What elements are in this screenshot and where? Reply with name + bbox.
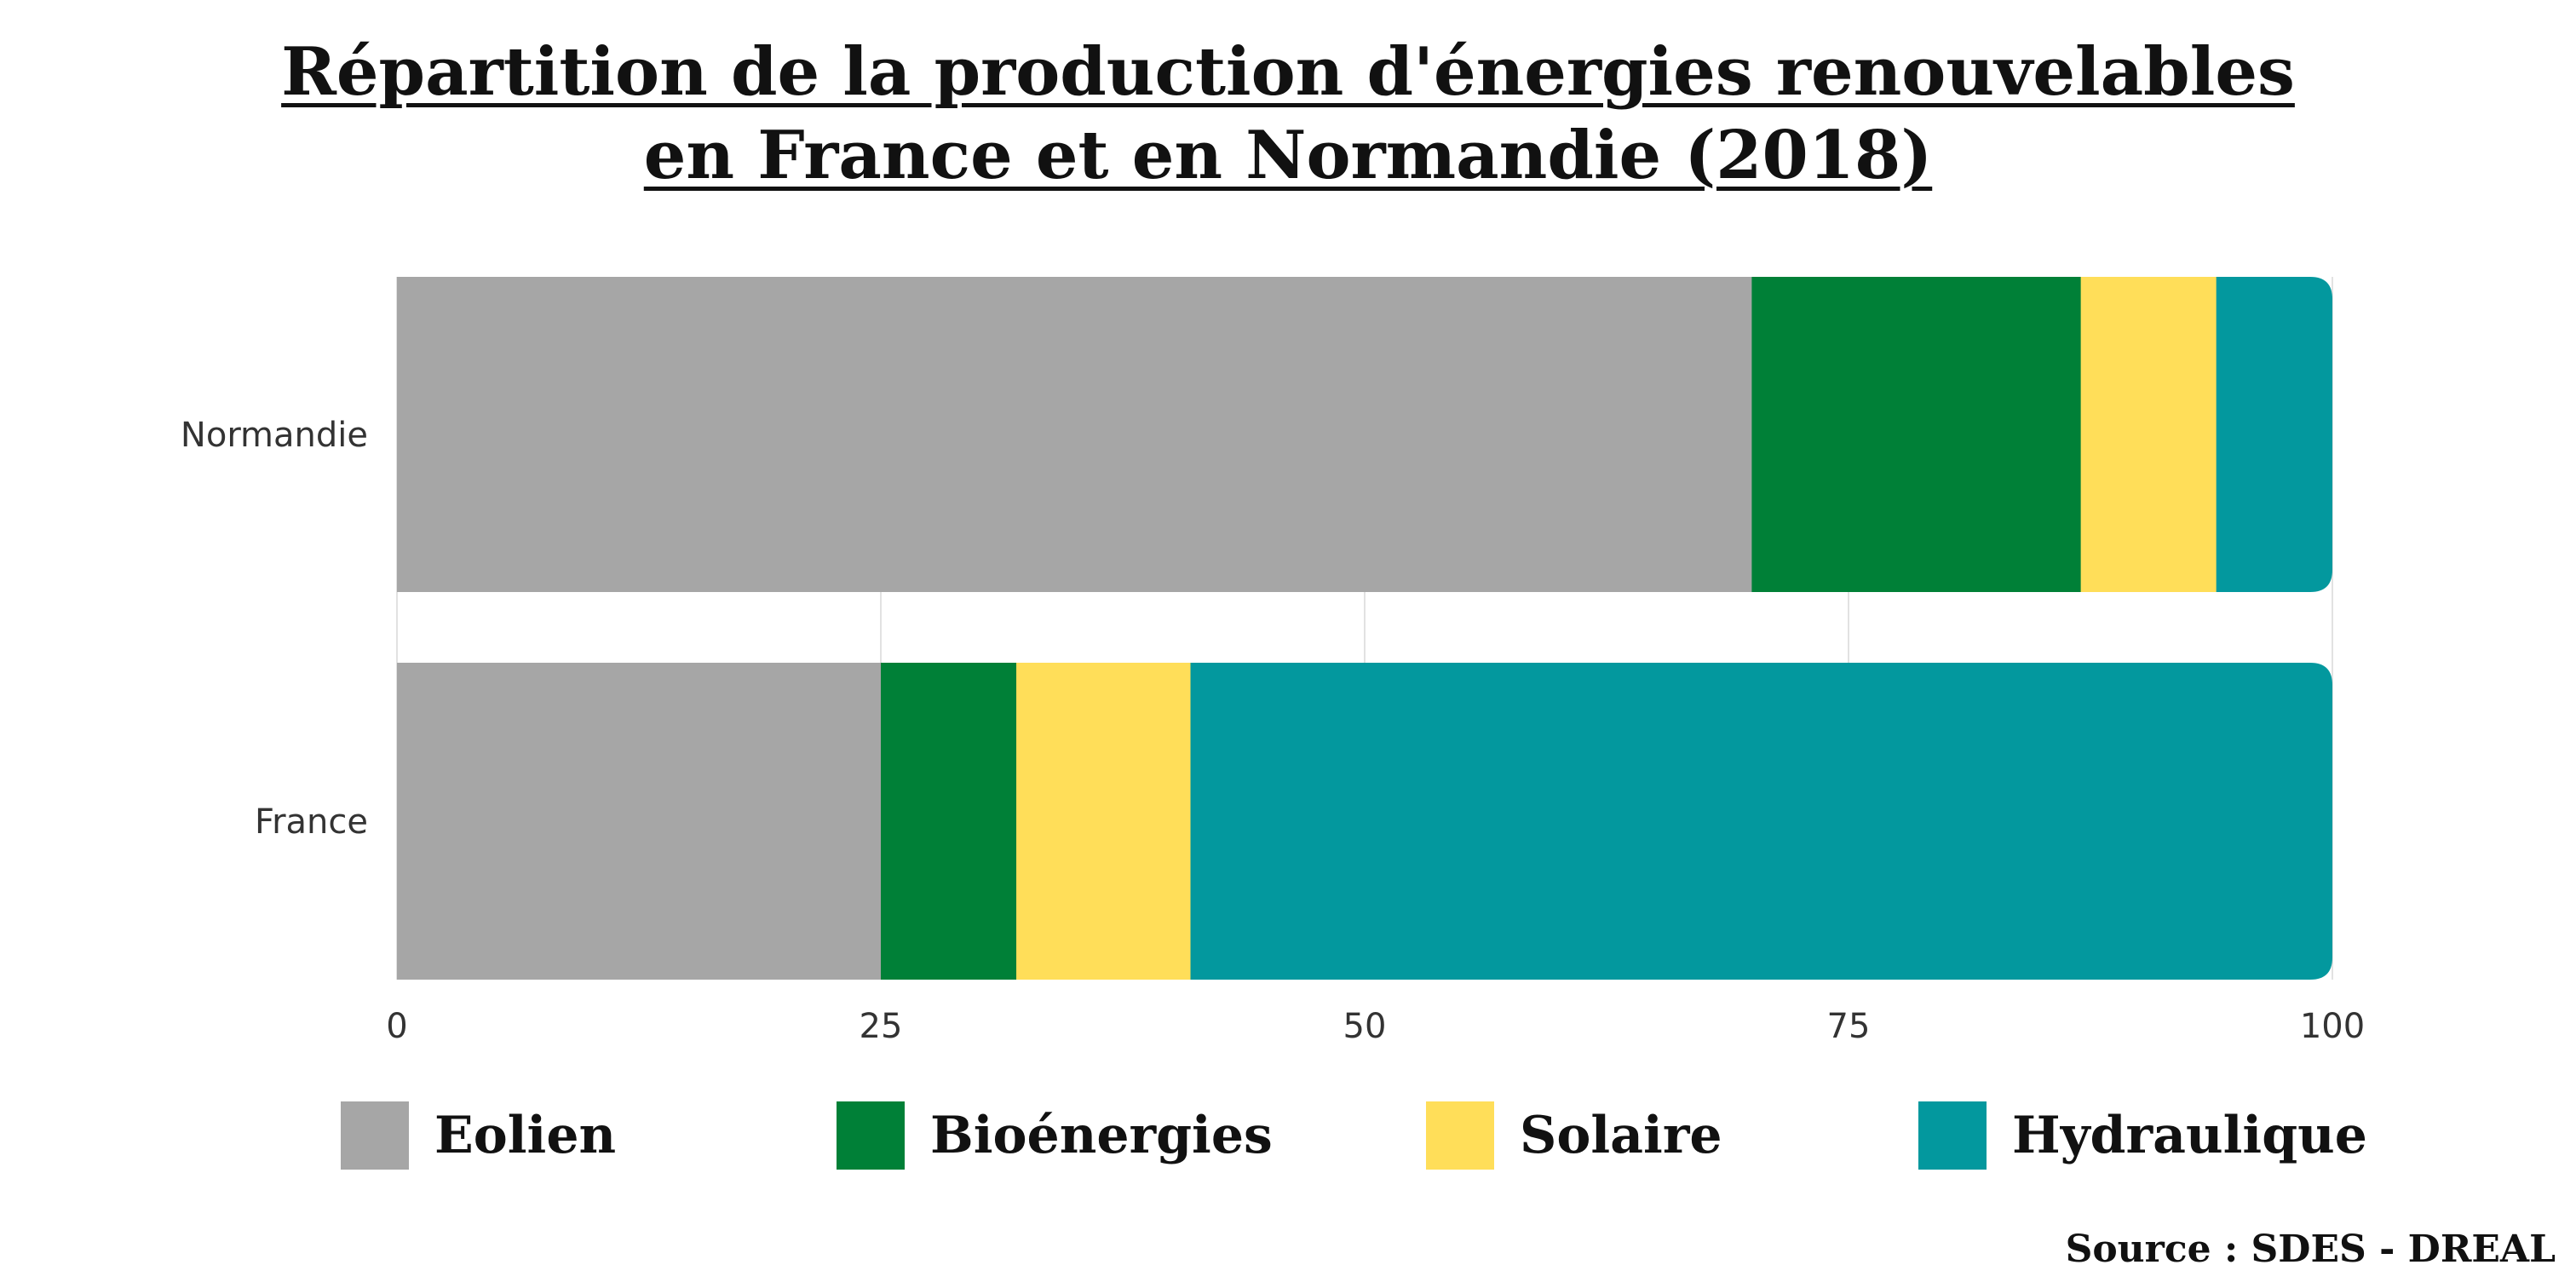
legend-swatch-eolien xyxy=(341,1101,409,1170)
chart-title-line-2: en France et en Normandie (2018) xyxy=(643,117,1933,194)
bar-normandie-hydraulique xyxy=(2216,277,2332,592)
x-tick-label-0: 0 xyxy=(386,1007,407,1046)
chart-title-line-1: Répartition de la production d'énergies … xyxy=(281,33,2295,111)
x-tick-label-25: 25 xyxy=(860,1007,903,1046)
bar-normandie-eolien xyxy=(397,277,1752,592)
bar-france-solaire xyxy=(1016,663,1192,980)
bar-normandie-solaire xyxy=(2080,277,2217,592)
x-tick-label-75: 75 xyxy=(1827,1007,1871,1046)
legend-label-hydraulique: Hydraulique xyxy=(2012,1106,2367,1165)
legend-label-solaire: Solaire xyxy=(1520,1106,1722,1165)
source-note: Source : SDES - DREAL xyxy=(2065,1228,2556,1271)
chart-title: Répartition de la production d'énergies … xyxy=(0,31,2576,198)
legend-label-bioenergies: Bioénergies xyxy=(930,1106,1273,1165)
bar-france-bioenergies xyxy=(881,663,1017,980)
legend-swatch-bioenergies xyxy=(837,1101,905,1170)
category-label-france: France xyxy=(255,802,368,842)
legend: Eolien Bioénergies Solaire Hydraulique xyxy=(0,1097,2576,1174)
legend-item-eolien: Eolien xyxy=(341,1097,616,1174)
legend-item-hydraulique: Hydraulique xyxy=(1918,1097,2367,1174)
x-tick-label-50: 50 xyxy=(1343,1007,1387,1046)
legend-item-solaire: Solaire xyxy=(1426,1097,1722,1174)
legend-swatch-solaire xyxy=(1426,1101,1494,1170)
bar-france-eolien xyxy=(397,663,882,980)
legend-swatch-hydraulique xyxy=(1918,1101,1987,1170)
x-tick-label-100: 100 xyxy=(2300,1007,2365,1046)
bar-france-hydraulique xyxy=(1190,663,2332,980)
legend-label-eolien: Eolien xyxy=(434,1106,617,1165)
bar-normandie-bioenergies xyxy=(1751,277,2082,592)
legend-item-bioenergies: Bioénergies xyxy=(837,1097,1273,1174)
category-label-normandie: Normandie xyxy=(181,416,368,455)
